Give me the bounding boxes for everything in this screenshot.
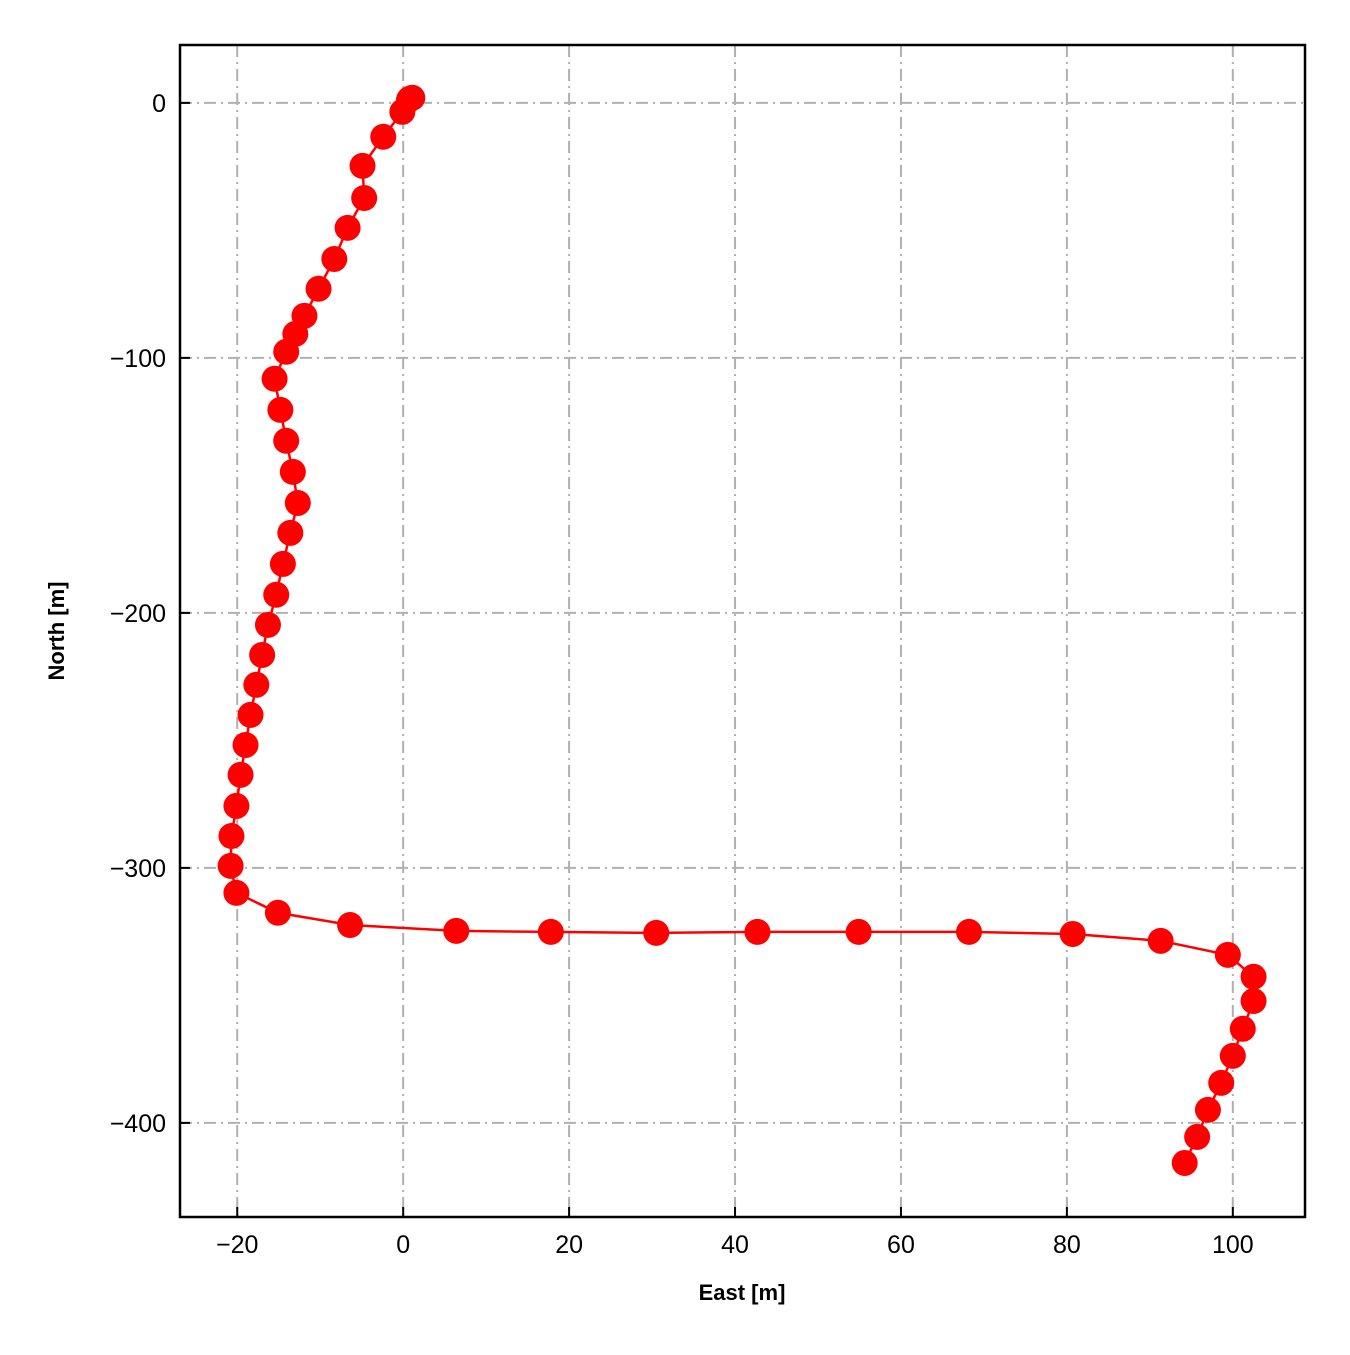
data-point bbox=[337, 912, 364, 939]
data-point bbox=[643, 919, 670, 946]
data-point bbox=[443, 917, 470, 944]
data-point bbox=[279, 458, 306, 485]
data-point bbox=[269, 550, 296, 577]
x-tick-label: 40 bbox=[721, 1231, 749, 1259]
data-point bbox=[1147, 927, 1174, 954]
data-point bbox=[273, 338, 300, 365]
y-tick-label: −200 bbox=[110, 600, 166, 628]
data-point bbox=[1229, 1015, 1256, 1042]
data-point bbox=[237, 701, 264, 728]
data-point bbox=[223, 792, 250, 819]
y-tick-label: −400 bbox=[110, 1110, 166, 1138]
data-point bbox=[389, 98, 416, 125]
data-point bbox=[351, 185, 378, 212]
data-point bbox=[334, 214, 361, 241]
y-tick-label: 0 bbox=[152, 90, 166, 118]
data-point bbox=[284, 489, 311, 516]
data-point bbox=[537, 918, 564, 945]
data-point bbox=[277, 519, 304, 546]
data-point bbox=[744, 918, 771, 945]
data-point bbox=[217, 852, 244, 879]
data-point bbox=[273, 427, 300, 454]
data-point bbox=[232, 731, 259, 758]
y-tick-label: −300 bbox=[110, 855, 166, 883]
data-point bbox=[321, 245, 348, 272]
data-point bbox=[223, 879, 250, 906]
data-point bbox=[1059, 920, 1086, 947]
data-point bbox=[1219, 1042, 1246, 1069]
x-tick-label: 20 bbox=[555, 1231, 583, 1259]
data-point bbox=[1184, 1123, 1211, 1150]
data-point bbox=[1240, 963, 1267, 990]
y-axis-label: North [m] bbox=[44, 582, 69, 681]
y-tick-label: −100 bbox=[110, 345, 166, 373]
data-point bbox=[264, 899, 291, 926]
data-point bbox=[254, 611, 281, 638]
x-tick-label: 100 bbox=[1212, 1231, 1254, 1259]
x-tick-label: 60 bbox=[887, 1231, 915, 1259]
data-point bbox=[249, 641, 276, 668]
data-point bbox=[1214, 941, 1241, 968]
x-tick-label: −20 bbox=[216, 1231, 258, 1259]
data-point bbox=[370, 123, 397, 150]
plot-frame bbox=[178, 43, 1307, 1219]
x-tick-label: 80 bbox=[1053, 1231, 1081, 1259]
data-point bbox=[267, 396, 294, 423]
data-point bbox=[1208, 1069, 1235, 1096]
data-point bbox=[845, 918, 872, 945]
data-point bbox=[1194, 1096, 1221, 1123]
data-point bbox=[305, 275, 332, 302]
data-point bbox=[263, 581, 290, 608]
data-point bbox=[218, 823, 245, 850]
x-axis-label: East [m] bbox=[699, 1280, 786, 1305]
data-point bbox=[349, 152, 376, 179]
data-point bbox=[1171, 1149, 1198, 1176]
x-tick-label: 0 bbox=[396, 1231, 410, 1259]
data-point bbox=[243, 671, 270, 698]
data-point bbox=[955, 918, 982, 945]
data-point bbox=[1240, 988, 1267, 1015]
data-point bbox=[227, 761, 254, 788]
data-point bbox=[261, 365, 288, 392]
